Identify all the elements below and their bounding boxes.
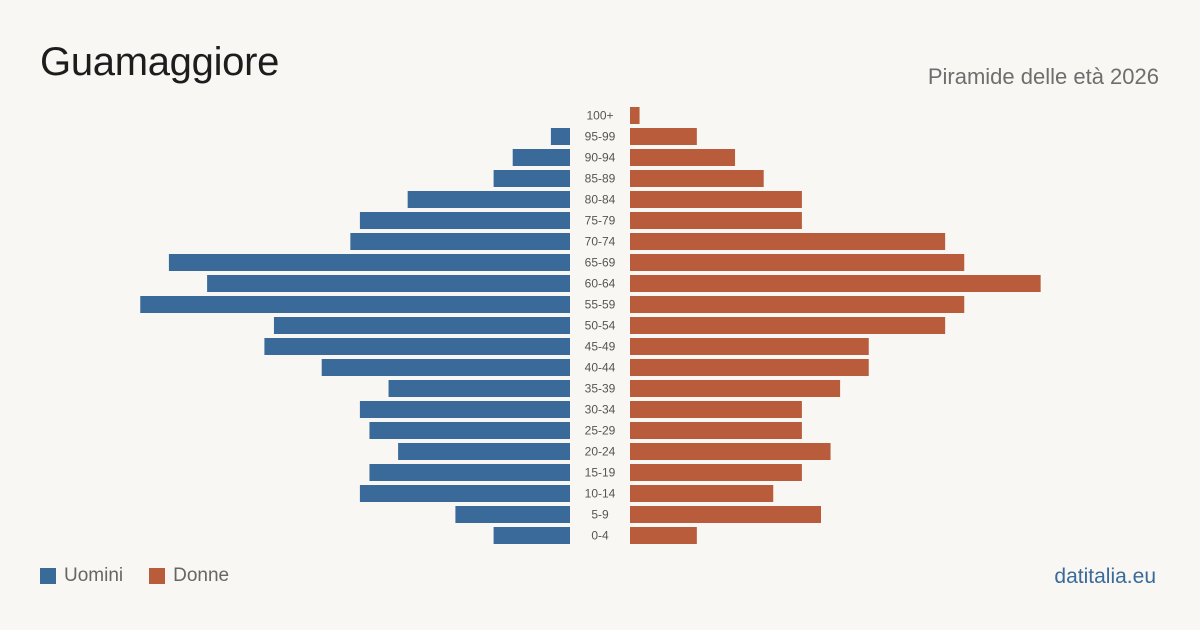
bar-men [407,191,570,208]
bar-women [630,317,946,334]
bar-women [630,170,764,187]
legend-swatch-women [149,568,166,584]
bar-women [630,401,802,418]
bar-men [388,380,570,397]
bar-women [630,506,821,523]
bar-women [630,422,802,439]
age-group-label: 65-69 [585,256,616,270]
bar-women [630,296,965,313]
bar-women [630,233,946,250]
legend-label-men: Uomini [64,565,124,586]
bar-men [350,233,570,250]
bar-women [630,359,869,376]
bar-women [630,527,697,544]
legend: Uomini Donne [40,565,255,587]
bar-women [630,275,1041,292]
age-group-label: 20-24 [585,445,616,459]
legend-swatch-men [40,568,56,584]
bar-women [630,212,802,229]
bar-women [630,338,869,355]
age-group-label: 70-74 [585,235,616,249]
legend-item-men: Uomini [40,565,123,587]
bar-men [369,422,570,439]
age-group-label: 50-54 [585,319,616,333]
age-group-label: 5-9 [591,508,609,522]
bar-men [512,149,570,166]
brand-link[interactable]: datitalia.eu [1054,565,1156,588]
bar-men [168,254,570,271]
bar-women [630,254,965,271]
bar-men [493,527,570,544]
legend-item-women: Donne [149,565,229,587]
bar-women [630,380,841,397]
age-group-label: 25-29 [585,424,616,438]
bar-men [273,317,570,334]
bar-women [630,107,640,124]
age-group-label: 100+ [586,109,613,123]
bar-men [359,485,570,502]
bar-men [369,464,570,481]
bar-men [398,443,570,460]
chart-subtitle: Piramide delle età 2026 [927,64,1159,89]
age-group-label: 95-99 [585,130,616,144]
age-group-label: 35-39 [585,382,616,396]
age-group-label: 45-49 [585,340,616,354]
bar-men [140,296,570,313]
bar-women [630,485,774,502]
age-group-label: 55-59 [585,298,616,312]
bar-women [630,128,697,145]
chart-title: Guamaggiore [40,40,280,84]
age-group-label: 40-44 [585,361,616,375]
bar-women [630,443,831,460]
age-group-label: 60-64 [585,277,616,291]
bar-men [550,128,570,145]
age-group-label: 0-4 [591,529,609,543]
bar-men [455,506,570,523]
bar-men [264,338,570,355]
bar-women [630,149,736,166]
bar-men [359,212,570,229]
age-group-label: 30-34 [585,403,616,417]
age-group-label: 15-19 [585,466,616,480]
age-group-label: 90-94 [585,151,616,165]
bar-men [493,170,570,187]
bar-men [207,275,570,292]
age-group-label: 75-79 [585,214,616,228]
age-group-label: 10-14 [585,487,616,501]
age-group-label: 85-89 [585,172,616,186]
bar-men [359,401,570,418]
legend-label-women: Donne [173,565,230,586]
bar-women [630,191,802,208]
bar-women [630,464,802,481]
age-group-label: 80-84 [585,193,616,207]
bar-men [321,359,570,376]
